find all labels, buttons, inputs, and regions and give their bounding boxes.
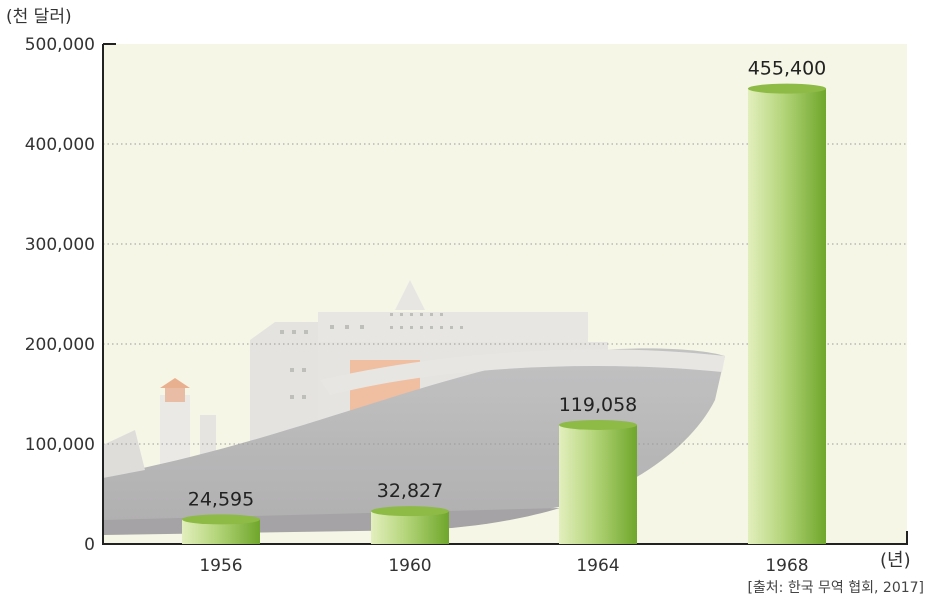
data-label: 455,400	[748, 58, 827, 80]
x-axis-ticks: 1956 1960 1964 1968	[199, 556, 808, 576]
gridlines	[103, 143, 907, 445]
x-tick-label: 1964	[576, 556, 619, 576]
y-tick-label: 300,000	[25, 235, 95, 255]
y-tick-label: 100,000	[25, 435, 95, 455]
bar-body	[371, 511, 449, 544]
y-tick-label: 500,000	[25, 35, 95, 55]
y-axis-label: (천 달러)	[6, 7, 72, 27]
bar-top	[182, 514, 260, 525]
y-tick-label: 0	[84, 535, 95, 555]
y-tick-label: 400,000	[25, 135, 95, 155]
bar-1960: 32,827	[371, 480, 449, 544]
bar-top	[748, 83, 826, 94]
bar-top	[559, 419, 637, 430]
y-tick-label: 200,000	[25, 335, 95, 355]
bar-body	[559, 424, 637, 544]
bars: 24,595 32,827 119,058 455,400	[182, 58, 826, 544]
x-tick-label: 1960	[388, 556, 431, 576]
bar-1956: 24,595	[182, 488, 260, 544]
x-tick-label: 1968	[765, 556, 808, 576]
x-tick-label: 1956	[199, 556, 242, 576]
bar-1964: 119,058	[559, 394, 638, 544]
y-axis-ticks: 0 100,000 200,000 300,000 400,000 500,000	[25, 35, 95, 555]
bar-body	[748, 88, 826, 544]
bar-1968: 455,400	[748, 58, 827, 544]
x-axis-unit: (년)	[880, 550, 911, 571]
source-note: [출처: 한국 무역 협회, 2017]	[747, 580, 924, 596]
data-label: 32,827	[377, 480, 443, 502]
bar-top	[371, 506, 449, 517]
data-label: 119,058	[559, 394, 638, 416]
data-label: 24,595	[188, 488, 254, 510]
